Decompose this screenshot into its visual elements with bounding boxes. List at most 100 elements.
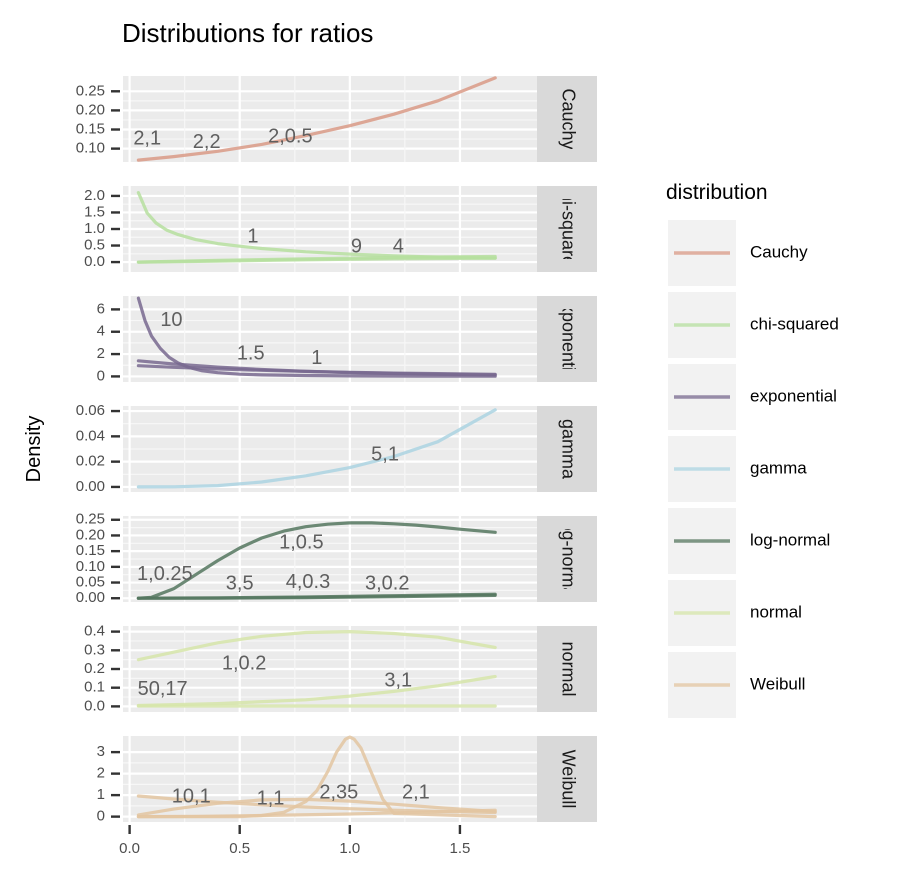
curve-param-label: 3,0.2 bbox=[365, 572, 409, 594]
y-tick-label: 0.3 bbox=[84, 641, 105, 658]
density-curve-1 bbox=[136, 364, 497, 376]
y-tick-label: 0.0 bbox=[84, 697, 105, 714]
legend-item-weibull: Weibull bbox=[668, 652, 805, 718]
density-curve-3-1 bbox=[136, 674, 497, 708]
curve-param-label: 3,1 bbox=[384, 669, 412, 691]
curve-param-label: 2,35 bbox=[319, 781, 358, 803]
y-tick-label: 2.0 bbox=[84, 187, 105, 204]
y-tick-label: 0.06 bbox=[76, 402, 105, 419]
facet-strip-normal bbox=[537, 626, 597, 712]
curve-param-label: 10,1 bbox=[172, 786, 211, 808]
curve-param-label: 2,1 bbox=[133, 127, 161, 149]
panel-log-normal: 1,0.25 3,5 4,0.3 3,0.2 1,0.5 0.000.050.100.15… bbox=[76, 511, 597, 606]
y-tick-label: 0.10 bbox=[76, 558, 105, 575]
density-curve-1 bbox=[136, 191, 497, 260]
y-tick-label: 0.5 bbox=[84, 237, 105, 254]
y-tick-label: 1 bbox=[97, 786, 105, 803]
x-tick-label: 0.5 bbox=[229, 840, 250, 857]
y-tick-label: 0.15 bbox=[76, 120, 105, 137]
curve-param-label: 1,0.25 bbox=[137, 563, 193, 585]
panel-weibull: 10,1 1,1 2,35 2,1 0 1 2 3 Weibull bbox=[97, 735, 597, 825]
panel-chi-squared: 1 9 4 0.00.51.01.52.0 chi-squared bbox=[84, 182, 597, 276]
y-tick-label: 0.05 bbox=[76, 574, 105, 591]
curve-param-label: 1,0.2 bbox=[222, 653, 266, 675]
density-curve-1-1 bbox=[136, 797, 497, 817]
x-tick-label: 0.0 bbox=[119, 840, 140, 857]
facet-strip-label: exponential bbox=[558, 293, 578, 385]
curve-param-label: 1 bbox=[247, 226, 258, 248]
legend: distribution Cauchy chi-squared exponentia… bbox=[666, 181, 839, 718]
y-tick-label: 3 bbox=[97, 743, 105, 760]
legend-item-normal: normal bbox=[668, 580, 802, 646]
legend-item-exponential: exponential bbox=[668, 364, 837, 430]
y-tick-label: 0.0 bbox=[84, 253, 105, 270]
curve-param-label: 50,17 bbox=[138, 678, 188, 700]
chart-title: Distributions for ratios bbox=[122, 18, 373, 48]
density-curve-10 bbox=[136, 296, 497, 378]
y-axis-title: Density bbox=[23, 416, 45, 483]
curve-param-label: 4 bbox=[393, 235, 404, 257]
facet-strip-label: Weibull bbox=[558, 750, 578, 809]
curve-param-label: 1 bbox=[311, 347, 322, 369]
facet-strip-label: log-normal bbox=[558, 516, 578, 601]
legend-item-cauchy: Cauchy bbox=[668, 220, 808, 286]
legend-label: Weibull bbox=[750, 674, 805, 693]
curve-param-label: 9 bbox=[351, 235, 362, 257]
legend-label: Cauchy bbox=[750, 242, 808, 261]
density-curve-3-0-2 bbox=[136, 592, 497, 600]
legend-item-chi-squared: chi-squared bbox=[668, 292, 839, 358]
y-tick-label: 0.20 bbox=[76, 101, 105, 118]
y-tick-label: 0.20 bbox=[76, 526, 105, 543]
facet-strip-cauchy bbox=[537, 76, 597, 162]
facet-strip-label: Cauchy bbox=[558, 88, 578, 149]
legend-title: distribution bbox=[666, 181, 768, 204]
y-tick-label: 0.15 bbox=[76, 542, 105, 559]
legend-label: normal bbox=[750, 602, 802, 621]
curve-param-label: 10 bbox=[160, 309, 182, 331]
facet-strip-label: normal bbox=[558, 641, 578, 696]
curve-param-label: 4,0.3 bbox=[286, 571, 330, 593]
y-tick-label: 0.25 bbox=[76, 511, 105, 528]
y-tick-label: 2 bbox=[97, 345, 105, 362]
density-curve-5-1 bbox=[136, 408, 497, 489]
y-tick-label: 0.00 bbox=[76, 478, 105, 495]
facet-strip-label: chi-squared bbox=[558, 182, 578, 276]
y-tick-label: 0.00 bbox=[76, 589, 105, 606]
x-tick-label: 1.5 bbox=[449, 840, 470, 857]
y-tick-label: 6 bbox=[97, 300, 105, 317]
curve-param-label: 3,5 bbox=[226, 572, 254, 594]
y-tick-label: 0.25 bbox=[76, 82, 105, 99]
legend-label: gamma bbox=[750, 458, 807, 477]
curve-param-label: 1.5 bbox=[237, 342, 265, 364]
panel-gamma: 5,1 0.00 0.02 0.04 0.06 gamma bbox=[76, 402, 597, 495]
density-curve-1-0-2 bbox=[136, 630, 497, 662]
legend-label: exponential bbox=[750, 386, 837, 405]
y-tick-label: 0.4 bbox=[84, 623, 105, 640]
density-curve-2-1 bbox=[136, 808, 497, 819]
panel-cauchy: 2,1 2,2 2,0.5 0.10 0.15 0.20 0.25 Cauchy bbox=[76, 76, 597, 162]
legend-label: chi-squared bbox=[750, 314, 839, 333]
density-curve-2-0-5 bbox=[136, 76, 497, 162]
panel-normal: 1,0.2 50,17 3,1 0.00.1 0.2 0.30.4 normal bbox=[84, 623, 597, 714]
y-tick-label: 4 bbox=[97, 323, 105, 340]
y-tick-label: 1.5 bbox=[84, 203, 105, 220]
legend-items: Cauchy chi-squared exponential gamma log-nor… bbox=[668, 220, 839, 718]
legend-item-gamma: gamma bbox=[668, 436, 807, 502]
facet-strip-chi-squared bbox=[537, 186, 597, 272]
x-axis: 0.0 0.5 1.0 1.5 bbox=[119, 825, 470, 857]
facet-strip-weibull bbox=[537, 736, 597, 822]
y-tick-label: 0.02 bbox=[76, 453, 105, 470]
density-curve-4 bbox=[136, 254, 497, 264]
curve-param-label: 1,0.5 bbox=[279, 532, 323, 554]
curve-param-label: 5,1 bbox=[371, 444, 399, 466]
y-tick-label: 0 bbox=[97, 367, 105, 384]
y-tick-label: 0 bbox=[97, 808, 105, 825]
legend-item-log-normal: log-normal bbox=[668, 508, 830, 574]
y-tick-label: 0.2 bbox=[84, 660, 105, 677]
curve-param-label: 2,0.5 bbox=[268, 125, 312, 147]
y-tick-label: 0.1 bbox=[84, 679, 105, 696]
y-tick-label: 0.04 bbox=[76, 427, 105, 444]
